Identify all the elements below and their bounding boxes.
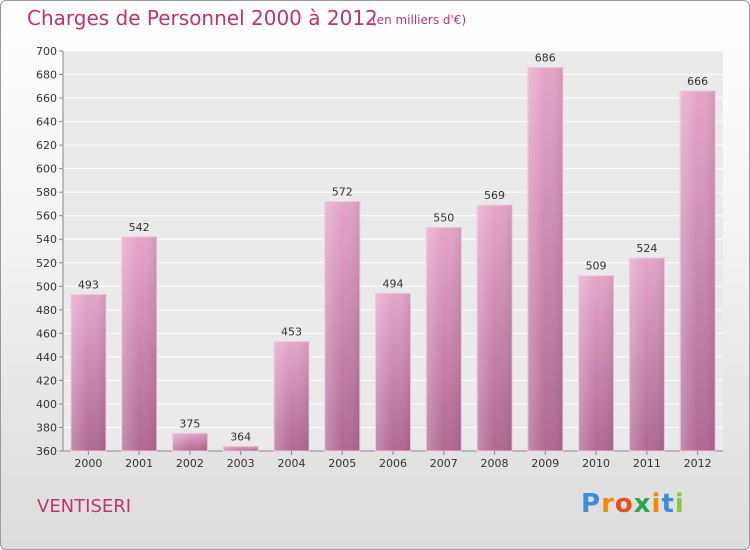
x-tick-label: 2007 bbox=[430, 457, 458, 470]
data-label: 572 bbox=[332, 186, 353, 199]
data-label: 542 bbox=[129, 221, 150, 234]
x-tick-label: 2004 bbox=[277, 457, 305, 470]
data-label: 494 bbox=[383, 277, 404, 290]
x-tick-label: 2006 bbox=[379, 457, 407, 470]
x-tick-label: 2009 bbox=[531, 457, 559, 470]
y-tick-label: 500 bbox=[36, 280, 57, 293]
chart-subtitle: (en milliers d'€) bbox=[372, 13, 467, 27]
logo-letter: i bbox=[651, 489, 662, 519]
y-tick-label: 420 bbox=[36, 374, 57, 387]
y-tick-label: 600 bbox=[36, 163, 57, 176]
bar-shade bbox=[680, 91, 716, 451]
bar-shade bbox=[273, 341, 309, 451]
y-tick-label: 360 bbox=[36, 445, 57, 458]
logo-letter: x bbox=[633, 489, 652, 519]
bar-shade bbox=[121, 236, 157, 451]
logo-letter: o bbox=[614, 489, 634, 519]
y-tick-label: 640 bbox=[36, 116, 57, 129]
data-label: 569 bbox=[484, 189, 505, 202]
y-tick-label: 380 bbox=[36, 421, 57, 434]
x-tick-label: 2011 bbox=[633, 457, 661, 470]
y-tick-label: 540 bbox=[36, 233, 57, 246]
data-label: 550 bbox=[433, 211, 454, 224]
y-tick-label: 440 bbox=[36, 351, 57, 364]
data-label: 493 bbox=[78, 279, 99, 292]
data-label: 509 bbox=[586, 260, 607, 273]
x-tick-label: 2012 bbox=[684, 457, 712, 470]
y-tick-label: 660 bbox=[36, 92, 57, 105]
logo-letter: r bbox=[601, 489, 615, 519]
data-label: 375 bbox=[179, 417, 200, 430]
bar-shade bbox=[324, 201, 360, 451]
x-tick-label: 2005 bbox=[328, 457, 356, 470]
bar-shade bbox=[477, 205, 513, 451]
bar-shade bbox=[375, 293, 411, 451]
bar-shade bbox=[527, 67, 563, 452]
bar-shade bbox=[426, 227, 462, 451]
x-tick-label: 2008 bbox=[481, 457, 509, 470]
bar-shade bbox=[223, 446, 259, 451]
x-tick-label: 2002 bbox=[176, 457, 204, 470]
bar-shade bbox=[70, 294, 106, 451]
x-tick-label: 2001 bbox=[125, 457, 153, 470]
data-label: 364 bbox=[230, 430, 251, 443]
data-label: 453 bbox=[281, 326, 302, 339]
y-tick-label: 460 bbox=[36, 327, 57, 340]
logo-letter: i bbox=[674, 489, 685, 519]
logo-letter: t bbox=[661, 489, 675, 519]
y-tick-label: 620 bbox=[36, 139, 57, 152]
chart-title: Charges de Personnel 2000 à 2012 bbox=[27, 6, 378, 30]
data-label: 524 bbox=[636, 242, 657, 255]
y-tick-label: 520 bbox=[36, 257, 57, 270]
y-tick-label: 580 bbox=[36, 186, 57, 199]
bar-shade bbox=[578, 275, 614, 451]
y-tick-label: 400 bbox=[36, 398, 57, 411]
x-tick-label: 2003 bbox=[227, 457, 255, 470]
y-tick-label: 680 bbox=[36, 69, 57, 82]
data-label: 666 bbox=[687, 75, 708, 88]
commune-name: VENTISERI bbox=[37, 496, 132, 517]
bar-shade bbox=[629, 258, 665, 451]
proxiti-logo: Proxiti bbox=[581, 489, 685, 519]
data-label: 686 bbox=[535, 51, 556, 64]
logo-letter: P bbox=[581, 489, 602, 519]
y-tick-label: 700 bbox=[36, 45, 57, 58]
x-tick-label: 2000 bbox=[74, 457, 102, 470]
x-tick-label: 2010 bbox=[582, 457, 610, 470]
y-tick-label: 480 bbox=[36, 304, 57, 317]
bar-shade bbox=[172, 433, 208, 451]
y-tick-label: 560 bbox=[36, 210, 57, 223]
